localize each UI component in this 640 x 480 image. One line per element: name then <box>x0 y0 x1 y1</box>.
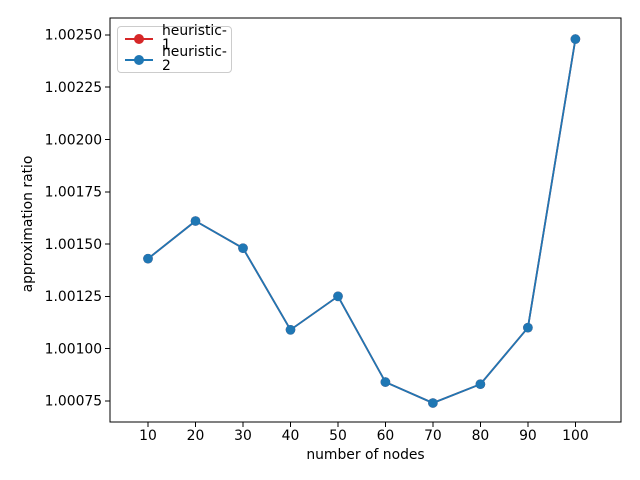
x-tick-label: 20 <box>187 428 205 444</box>
data-point-heuristic-2 <box>333 291 343 302</box>
y-tick-label: 1.00200 <box>45 132 102 148</box>
x-axis-label: number of nodes <box>306 447 425 463</box>
data-point-heuristic-2 <box>238 243 248 253</box>
y-tick-label: 1.00250 <box>45 28 102 44</box>
y-tick-label: 1.00225 <box>45 80 102 96</box>
x-tick-label: 40 <box>282 428 300 444</box>
legend-line-sample <box>125 33 153 44</box>
x-tick-label: 30 <box>234 428 252 444</box>
legend-entry: heuristic-2 <box>125 46 231 73</box>
x-tick-label: 70 <box>424 428 442 444</box>
series-line-heuristic-2 <box>147 38 577 404</box>
y-axis-label: approximation ratio <box>20 155 36 293</box>
legend: heuristic-1 heuristic-2 <box>117 24 232 73</box>
plot-area <box>109 17 622 423</box>
data-point-heuristic-2 <box>475 379 486 390</box>
data-point-heuristic-2 <box>523 322 533 333</box>
y-tick-label: 1.00075 <box>45 394 102 410</box>
data-point-heuristic-2 <box>285 325 296 335</box>
y-tick-label: 1.00100 <box>45 341 102 357</box>
data-point-heuristic-2 <box>143 253 153 264</box>
x-tick-label: 100 <box>562 428 589 444</box>
legend-marker-icon <box>134 55 144 66</box>
legend-line-sample <box>125 55 153 66</box>
data-point-heuristic-2 <box>428 398 438 408</box>
x-tick-label: 80 <box>472 428 490 444</box>
y-tick-label: 1.00125 <box>45 289 102 305</box>
y-tick-label: 1.00175 <box>45 185 102 201</box>
x-tick-label: 10 <box>139 428 157 444</box>
legend-label: heuristic-2 <box>162 44 227 75</box>
data-point-heuristic-2 <box>570 34 581 44</box>
legend-marker-icon <box>134 33 144 44</box>
x-tick-label: 50 <box>329 428 347 444</box>
data-point-heuristic-2 <box>190 216 201 226</box>
x-tick-label: 60 <box>377 428 395 444</box>
data-point-heuristic-2 <box>380 377 391 387</box>
y-tick-label: 1.00150 <box>45 237 102 253</box>
x-tick-label: 90 <box>519 428 537 444</box>
legend-entry: heuristic-1 <box>125 24 231 52</box>
legend-label: heuristic-1 <box>162 22 227 53</box>
